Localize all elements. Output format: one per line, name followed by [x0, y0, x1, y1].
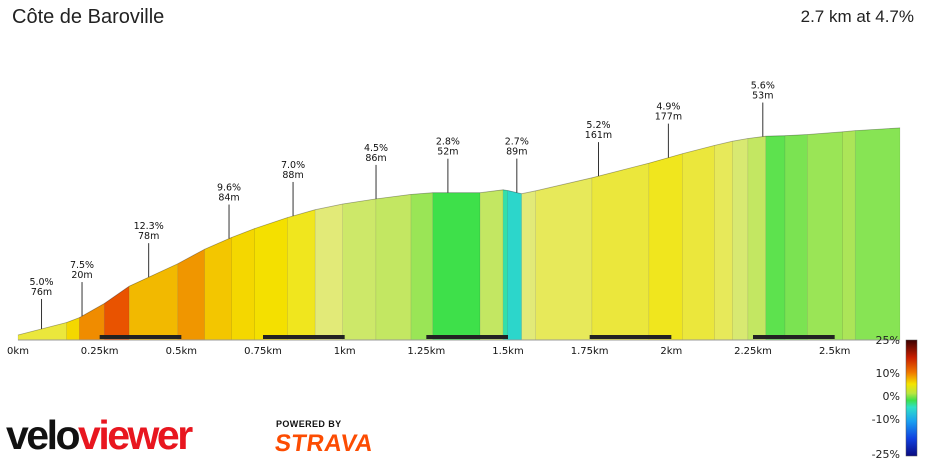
- profile-outline: [17, 127, 901, 341]
- x-tick-label: 0.5km: [166, 346, 197, 357]
- x-tick-label: 2.25km: [734, 346, 772, 357]
- axis-scale-bar: [589, 335, 672, 339]
- split-length-label: 86m: [365, 153, 386, 164]
- x-tick-label: 0.25km: [81, 346, 119, 357]
- legend-label: -10%: [872, 413, 900, 426]
- legend-color-bar: [905, 339, 918, 457]
- axis-scale-bar: [426, 335, 508, 339]
- split-gradient-label: 5.6%: [751, 81, 775, 92]
- x-tick-label: 0.75km: [244, 346, 282, 357]
- profile-line: [17, 127, 901, 336]
- x-tick-label: 1.25km: [407, 346, 445, 357]
- climb-title: Côte de Baroville: [12, 6, 165, 28]
- split-gradient-label: 5.0%: [29, 277, 53, 288]
- split-length-label: 88m: [282, 170, 303, 181]
- powered-by-label: POWERED BY: [276, 419, 342, 429]
- split-gradient-label: 4.5%: [364, 143, 388, 154]
- split-length-label: 161m: [585, 130, 612, 141]
- axis-scale-bar: [753, 335, 835, 339]
- legend-label: 0%: [883, 390, 900, 403]
- x-tick-label: 1km: [334, 346, 356, 357]
- split-length-label: 53m: [752, 91, 773, 102]
- gradient-bands: [17, 127, 901, 341]
- split-gradient-label: 5.2%: [586, 120, 610, 131]
- split-length-label: 84m: [218, 193, 239, 204]
- climb-summary: 2.7 km at 4.7%: [800, 7, 914, 26]
- split-length-label: 52m: [437, 147, 458, 158]
- split-gradient-label: 12.3%: [134, 221, 164, 232]
- split-gradient-label: 4.9%: [656, 102, 680, 113]
- x-tick-label: 1.5km: [492, 346, 523, 357]
- axis-scale-bar: [99, 335, 182, 339]
- split-length-label: 78m: [138, 231, 159, 242]
- split-length-label: 177m: [655, 112, 682, 123]
- x-tick-label: 2.5km: [819, 346, 850, 357]
- x-tick-label: 0km: [7, 346, 29, 357]
- split-gradient-label: 7.5%: [70, 260, 94, 271]
- split-length-label: 20m: [71, 270, 92, 281]
- legend-label: 25%: [876, 334, 900, 347]
- split-markers: 5.0%76m 7.5%20m 12.3%78m 9.6%84m 7.0%88m 4.5%…: [29, 81, 775, 329]
- x-tick-label: 2km: [660, 346, 682, 357]
- logo-text-viewer: viewer: [78, 412, 193, 458]
- split-gradient-label: 7.0%: [281, 160, 305, 171]
- logo-text-velo: velo: [6, 412, 81, 458]
- strava-logo: STRAVA: [273, 430, 376, 457]
- split-gradient-label: 9.6%: [217, 183, 241, 194]
- x-tick-label: 1.75km: [571, 346, 609, 357]
- veloviewer-logo: veloviewer: [6, 412, 193, 458]
- split-length-label: 76m: [31, 287, 52, 298]
- split-length-label: 89m: [506, 147, 527, 158]
- split-gradient-label: 2.7%: [505, 137, 529, 148]
- legend-label: 10%: [876, 367, 900, 380]
- legend-label: -25%: [872, 448, 900, 461]
- split-gradient-label: 2.8%: [436, 137, 460, 148]
- x-axis: 0km 0.25km 0.5km 0.75km 1km 1.25km 1.5km 1.75km…: [7, 335, 850, 357]
- axis-scale-bar: [263, 335, 345, 339]
